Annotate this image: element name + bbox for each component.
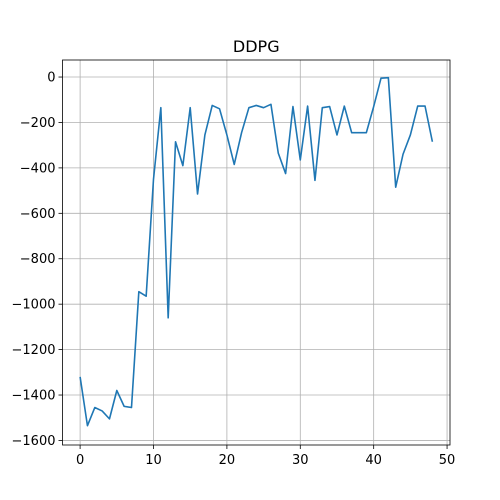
- x-tick-label: 40: [365, 453, 382, 468]
- y-tick-label: −400: [20, 161, 56, 176]
- grid-lines: [62, 60, 450, 445]
- y-axis: 0 −200 −400 −600 −800 −1000 −1200 −1400 −1600: [12, 71, 63, 449]
- x-tick-label: 10: [145, 453, 162, 468]
- x-tick-label: 50: [439, 453, 456, 468]
- plot-frame: [62, 59, 451, 446]
- y-tick-label: −800: [20, 252, 56, 267]
- y-tick-label: 0: [47, 71, 55, 86]
- y-tick-label: −1200: [12, 343, 56, 358]
- chart-title: DDPG: [233, 37, 280, 56]
- y-tick-label: −200: [20, 116, 56, 131]
- y-tick-label: −1000: [12, 298, 56, 313]
- x-tick-label: 30: [292, 453, 309, 468]
- x-tick-label: 0: [76, 453, 84, 468]
- y-tick-label: −1600: [12, 434, 56, 449]
- series-layer: [79, 76, 434, 427]
- series-line: [79, 76, 434, 427]
- x-axis: 0 10 20 30 40 50: [76, 445, 455, 468]
- x-tick-label: 20: [219, 453, 236, 468]
- y-tick-label: −1400: [12, 389, 56, 404]
- y-tick-label: −600: [20, 207, 56, 222]
